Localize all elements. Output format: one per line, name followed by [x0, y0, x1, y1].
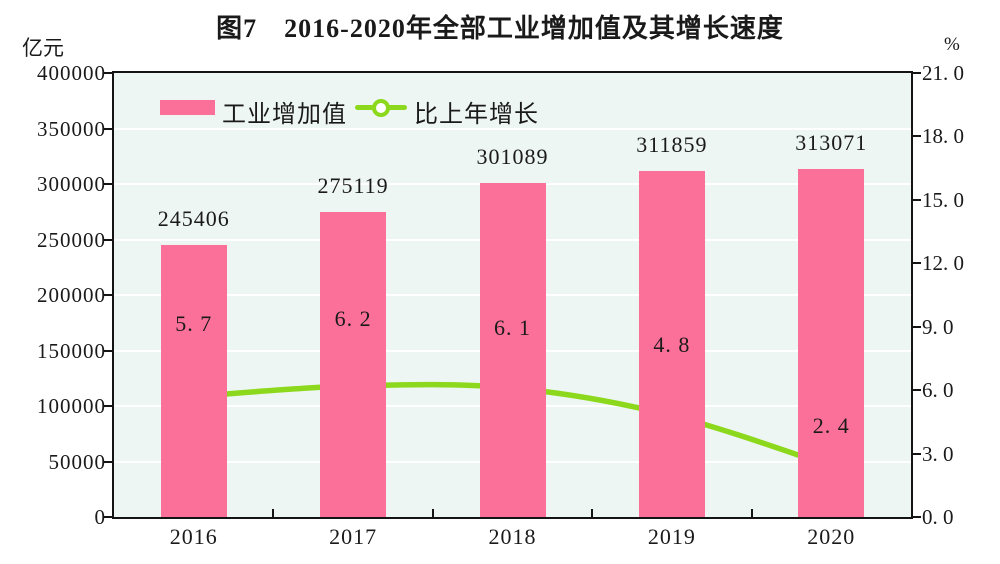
- bar: [798, 169, 865, 517]
- y-axis-tick-left: [104, 127, 112, 130]
- legend-line-marker-icon: [372, 99, 390, 117]
- x-axis-tick-label: 2019: [647, 524, 696, 549]
- bar-value-label: 245406: [157, 205, 230, 231]
- growth-value-label: 5. 7: [175, 311, 213, 337]
- bar-value-label: 313071: [795, 130, 868, 156]
- y-axis-tick-label-right: 21. 0: [922, 61, 964, 85]
- y-axis-tick-label-right: 18. 0: [922, 124, 964, 149]
- x-axis-tick-label: 2020: [807, 524, 856, 549]
- bar: [320, 211, 387, 517]
- y-axis-tick-label-right: 15. 0: [922, 187, 964, 212]
- y-axis-tick-label-left: 300000: [37, 172, 106, 196]
- y-axis-tick-left: [104, 294, 112, 296]
- growth-value-label: 6. 1: [494, 315, 531, 341]
- y-axis-tick-left: [104, 516, 112, 518]
- chart-title: 图7 2016-2020年全部工业增加值及其增长速度: [216, 14, 784, 43]
- y-axis-tick-right: [913, 389, 921, 392]
- growth-value-label: 6. 2: [334, 305, 372, 331]
- y-axis-tick-label-right: 12. 0: [922, 251, 964, 276]
- legend-bar-label: 工业增加值: [222, 102, 347, 128]
- y-axis-tick-right: [913, 135, 921, 138]
- legend-line-label: 比上年增长: [414, 102, 539, 128]
- y-axis-tick-label-left: 50000: [48, 449, 106, 474]
- y-axis-tick-label-left: 200000: [37, 283, 106, 307]
- y-axis-tick-right: [913, 262, 921, 265]
- y-axis-tick-label-right: 3. 0: [922, 441, 954, 466]
- y-axis-tick-label-left: 400000: [37, 61, 106, 85]
- x-axis-tick-label: 2018: [488, 524, 537, 549]
- grid-line: [114, 127, 911, 130]
- y-axis-tick-label-right: 6. 0: [922, 378, 954, 403]
- y-axis-tick-label-left: 150000: [37, 338, 106, 363]
- y-axis-tick-right: [913, 452, 921, 455]
- x-axis-tick: [272, 509, 275, 517]
- x-axis-tick: [431, 509, 434, 517]
- y-axis-tick-left: [104, 183, 112, 185]
- x-axis-tick-label: 2017: [329, 524, 378, 549]
- y-axis-tick-label-left: 250000: [37, 227, 106, 252]
- left-axis-unit-label: 亿元: [22, 36, 64, 60]
- bar: [160, 244, 227, 517]
- y-axis-tick-right: [913, 72, 921, 74]
- x-axis-tick: [750, 509, 753, 517]
- y-axis-tick-left: [104, 72, 112, 74]
- bar-value-label: 275119: [317, 172, 389, 198]
- bar: [638, 170, 705, 517]
- y-axis-tick-right: [913, 325, 921, 328]
- y-axis-tick-right: [913, 516, 921, 518]
- bar-value-label: 301089: [476, 143, 549, 169]
- y-axis-tick-left: [104, 460, 112, 463]
- growth-value-label: 4. 8: [653, 331, 691, 357]
- y-axis-tick-label-left: 0: [94, 505, 106, 529]
- bar-value-label: 311859: [636, 131, 708, 157]
- x-axis-tick: [591, 509, 594, 517]
- y-axis-tick-label-left: 350000: [37, 116, 106, 141]
- y-axis-tick-label-right: 9. 0: [922, 314, 954, 339]
- y-axis-tick-left: [104, 349, 112, 352]
- bar: [479, 182, 546, 517]
- y-axis-tick-left: [104, 405, 112, 407]
- y-axis-tick-right: [913, 198, 921, 201]
- y-axis-tick-label-right: 0. 0: [922, 505, 954, 529]
- growth-value-label: 2. 4: [812, 413, 850, 439]
- right-axis-unit-label: %: [944, 34, 960, 55]
- x-axis-tick-label: 2016: [169, 524, 218, 549]
- y-axis-tick-label-left: 100000: [37, 394, 106, 418]
- y-axis-tick-left: [104, 238, 112, 241]
- legend-bar-swatch: [160, 100, 215, 115]
